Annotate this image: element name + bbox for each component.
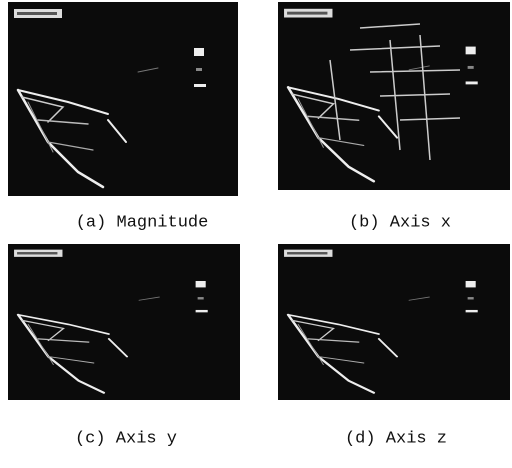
panel-image [8,2,238,196]
caption: (c) Axis y [75,429,177,448]
panel-image [8,244,240,400]
panel-image [278,244,510,400]
figure: (a) Magnitude (b) Axis x (c) Axis y (d) … [0,0,512,468]
caption: (d) Axis z [345,429,447,448]
page: (a) Magnitude (b) Axis x (c) Axis y (d) … [0,0,512,468]
caption: (b) Axis x [349,213,451,232]
caption: (a) Magnitude [76,213,209,232]
